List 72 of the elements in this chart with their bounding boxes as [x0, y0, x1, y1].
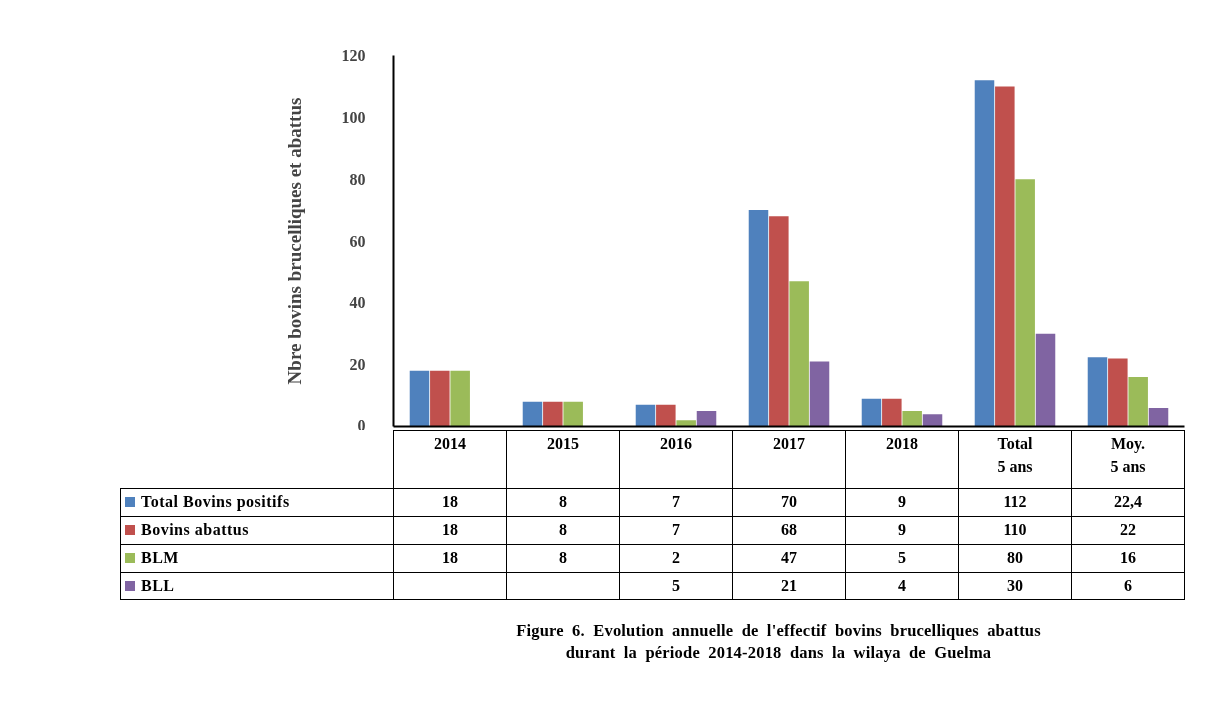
- bar: [789, 281, 809, 427]
- bar: [769, 216, 789, 427]
- data-label: 18: [393, 544, 507, 573]
- bar: [656, 404, 676, 427]
- bar: [1148, 407, 1169, 427]
- bar: [676, 420, 696, 427]
- bar: [1108, 358, 1128, 427]
- bar: [563, 401, 583, 427]
- y-tick-label: 0: [357, 416, 366, 434]
- data-label: 80: [958, 544, 1072, 573]
- data-label: 47: [732, 544, 846, 573]
- bar: [974, 80, 995, 427]
- bar: [543, 401, 563, 427]
- x-tick-label: 2017: [732, 430, 846, 489]
- data-label: 7: [619, 488, 733, 517]
- bar: [409, 370, 430, 427]
- data-label: 4: [845, 572, 959, 600]
- caption: Figure 6. Evolution annuelle de l'effectif bovins brucelliques abattus durant la période 2014-2018 dans la wilaya de Guelma: [515, 619, 1042, 664]
- bar: [450, 370, 470, 427]
- y-tick-label: 100: [341, 108, 366, 126]
- x-tick-label: Total 5 ans: [958, 430, 1072, 489]
- x-tick-label: Moy. 5 ans: [1071, 430, 1185, 489]
- bar: [522, 401, 543, 427]
- legend-label: BLL: [120, 572, 394, 600]
- data-label: 16: [1071, 544, 1185, 573]
- x-tick-label: 2016: [619, 430, 733, 489]
- data-label: 6: [1071, 572, 1185, 600]
- bar: [922, 414, 943, 427]
- legend-label: Total Bovins positifs: [120, 488, 394, 517]
- data-label: 18: [393, 516, 507, 545]
- data-label: 110: [958, 516, 1072, 545]
- bar: [809, 361, 830, 427]
- bar: [748, 210, 769, 427]
- y-tick-label: 40: [349, 294, 366, 312]
- bar: [882, 398, 902, 427]
- bar: [995, 86, 1015, 427]
- data-label: 21: [732, 572, 846, 600]
- data-label: 70: [732, 488, 846, 517]
- data-label: 2: [619, 544, 733, 573]
- data-label: 8: [506, 488, 620, 517]
- data-label: 5: [845, 544, 959, 573]
- bar: [861, 398, 882, 427]
- bar: [902, 411, 922, 427]
- x-tick-label: 2018: [845, 430, 959, 489]
- x-tick-label: 2014: [393, 430, 507, 489]
- bar: [430, 370, 450, 427]
- data-label: 8: [506, 544, 620, 573]
- data-label: 22,4: [1071, 488, 1185, 517]
- y-axis-title: Nbre bovins brucelliques et abattus: [283, 97, 305, 385]
- x-tick-label: 2015: [506, 430, 620, 489]
- data-label: 18: [393, 488, 507, 517]
- y-tick-label: 60: [349, 232, 366, 250]
- data-label: 112: [958, 488, 1072, 517]
- legend-label: Bovins abattus: [120, 516, 394, 545]
- data-label: 9: [845, 488, 959, 517]
- bar: [1015, 179, 1035, 427]
- data-label: 9: [845, 516, 959, 545]
- y-tick-label: 80: [349, 170, 366, 188]
- data-label: 5: [619, 572, 733, 600]
- bar: [1035, 333, 1056, 427]
- legend-label: BLM: [120, 544, 394, 573]
- data-label: 7: [619, 516, 733, 545]
- data-label: 68: [732, 516, 846, 545]
- bar: [635, 404, 656, 427]
- data-label: 30: [958, 572, 1072, 600]
- data-label: 22: [1071, 516, 1185, 545]
- y-tick-label: 20: [349, 356, 366, 374]
- bar: [1087, 357, 1108, 427]
- bar: [696, 411, 717, 427]
- data-label: 8: [506, 516, 620, 545]
- y-tick-label: 120: [341, 47, 366, 64]
- bar: [1128, 377, 1148, 427]
